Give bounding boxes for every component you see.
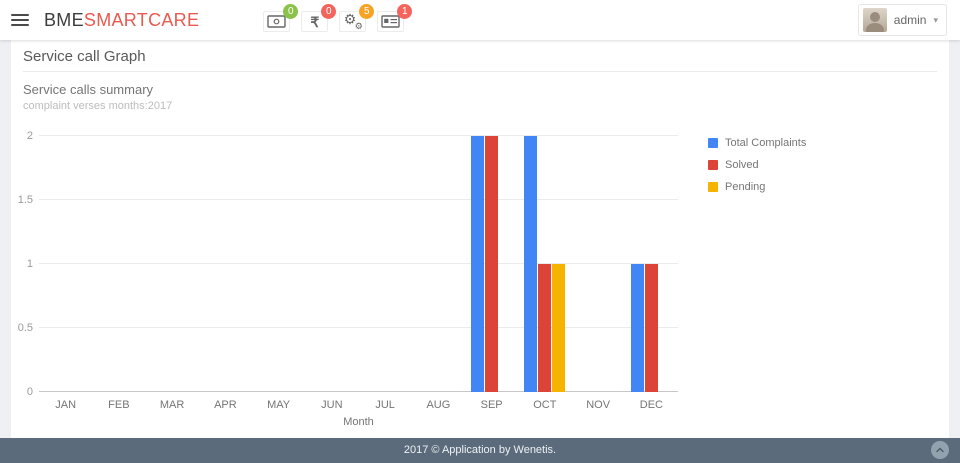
bar-solved [644, 264, 658, 392]
month-column: SEP [465, 136, 518, 411]
legend-label: Solved [725, 158, 759, 171]
month-column: MAY [252, 136, 305, 411]
x-axis-tick-label: JAN [55, 399, 77, 411]
x-axis-tick-label: APR [214, 399, 237, 411]
scroll-to-top-button[interactable] [931, 441, 949, 459]
month-column: AUG [412, 136, 465, 411]
y-axis-tick-label: 0.5 [17, 322, 33, 334]
chart-columns: JAN FEB MAR APR MAY JUN JUL AUG SEP OCT NOV DEC [39, 136, 678, 411]
bar-total-complaints [471, 136, 485, 392]
app-logo[interactable]: BMESMARTCARE [44, 10, 199, 31]
legend-swatch [708, 181, 718, 192]
x-axis-tick-label: AUG [426, 399, 451, 411]
month-column: JAN [39, 136, 92, 411]
y-axis-tick-label: 1.5 [17, 194, 33, 206]
footer-text: 2017 © Application by Wenetis. [403, 444, 557, 456]
hamburger-menu-icon[interactable] [11, 11, 29, 29]
cash-icon [267, 15, 286, 28]
rupee-badge: 0 [321, 4, 337, 19]
legend-label: Pending [725, 180, 766, 193]
x-axis-tick-label: MAY [267, 399, 291, 411]
chart-plot: 0 0.5 1 1.5 2 JAN FEB MAR APR MAY JUN JUL AUG SEP OCT N… [18, 130, 678, 411]
x-axis-tick-label: SEP [480, 399, 503, 411]
bar-solved [485, 136, 499, 392]
gridline [39, 327, 678, 328]
x-axis-tick-label: DEC [639, 399, 663, 411]
gridline [39, 199, 678, 200]
bar-total-complaints [524, 136, 538, 392]
legend-swatch [708, 159, 718, 170]
y-axis-tick-label: 0 [26, 386, 33, 398]
x-axis-title: Month [343, 416, 374, 428]
chart-header: Service calls summary complaint verses m… [23, 82, 937, 112]
x-axis-tick-label: OCT [533, 399, 557, 411]
y-axis-tick-label: 1 [26, 258, 33, 270]
gridline [39, 263, 678, 264]
page-title: Service call Graph [23, 40, 937, 72]
chevron-up-icon [936, 447, 944, 453]
rupee-menu-button[interactable]: ₹ 0 [301, 4, 337, 32]
cash-menu-button[interactable]: 0 [263, 4, 299, 32]
month-column: OCT [518, 136, 571, 411]
x-axis-tick-label: JUL [375, 399, 395, 411]
x-axis-tick-label: NOV [586, 399, 611, 411]
chevron-down-icon: ▾ [933, 14, 938, 25]
gears-icon: ⚙ ⚙ [343, 10, 363, 31]
legend-item: Pending [708, 180, 806, 193]
id-card-icon [381, 15, 400, 28]
month-column: FEB [92, 136, 145, 411]
month-column: JUN [305, 136, 358, 411]
settings-badge: 5 [359, 4, 375, 19]
chart-legend: Total Complaints Solved Pending [708, 136, 806, 202]
chart-subtitle: complaint verses months:2017 [23, 100, 173, 112]
top-navbar: BMESMARTCARE 0 ₹ 0 ⚙ ⚙ 5 [0, 0, 960, 40]
logo-text-bme: BME [44, 9, 84, 30]
settings-menu-button[interactable]: ⚙ ⚙ 5 [339, 4, 375, 32]
x-axis-tick-label: MAR [159, 399, 185, 411]
cash-badge: 0 [283, 4, 299, 19]
y-axis-tick-label: 2 [26, 130, 33, 142]
legend-label: Total Complaints [725, 136, 807, 149]
legend-item: Total Complaints [708, 136, 806, 149]
gridline [39, 135, 678, 136]
header-icon-group: 0 ₹ 0 ⚙ ⚙ 5 1 [263, 4, 413, 32]
avatar [862, 8, 887, 32]
month-column: DEC [625, 136, 678, 411]
service-calls-chart: 0 0.5 1 1.5 2 JAN FEB MAR APR MAY JUN JUL AUG SEP OCT N… [11, 116, 949, 434]
bar-solved [538, 264, 552, 392]
logo-text-smartcare: SMARTCARE [83, 9, 200, 30]
user-name: admin [893, 13, 927, 27]
month-column: JUL [359, 136, 412, 411]
bar-total-complaints [630, 264, 644, 392]
rupee-icon: ₹ [310, 13, 320, 30]
x-axis-tick-label: FEB [108, 399, 130, 411]
month-column: APR [199, 136, 252, 411]
content-panel: Service call Graph Service calls summary… [11, 40, 949, 438]
user-dropdown[interactable]: admin ▾ [857, 4, 947, 36]
month-column: NOV [572, 136, 625, 411]
footer-bar: 2017 © Application by Wenetis. [0, 438, 960, 463]
chart-title: Service calls summary [23, 82, 154, 97]
bar-pending [552, 264, 566, 392]
id-card-menu-button[interactable]: 1 [377, 4, 413, 32]
legend-item: Solved [708, 158, 806, 171]
x-axis-tick-label: JUN [321, 399, 343, 411]
month-column: MAR [146, 136, 199, 411]
legend-swatch [708, 137, 718, 148]
gridline [39, 391, 678, 392]
id-card-badge: 1 [397, 4, 413, 19]
